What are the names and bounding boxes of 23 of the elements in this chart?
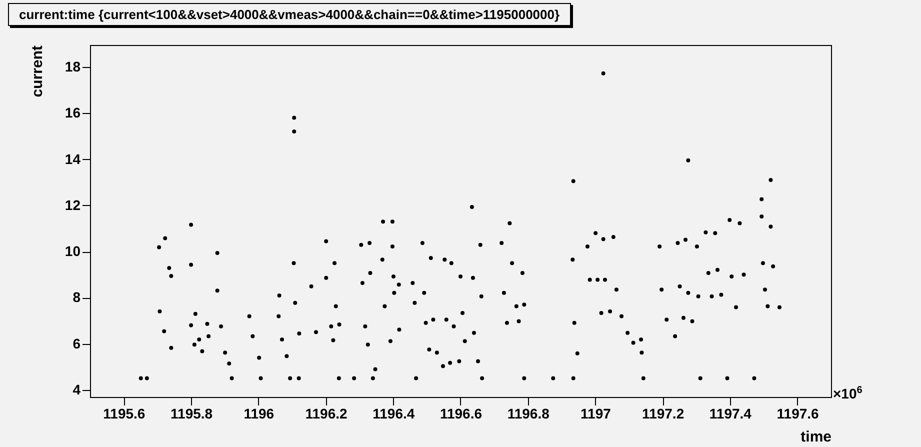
x-tick-label: 1196.2	[305, 406, 348, 422]
y-tick-label: 14	[64, 150, 81, 167]
y-tick-label: 12	[64, 196, 81, 213]
chart-title: current:time {current<100&&vset>4000&&vmeas>4000&&chain==0&&time>1195000000}	[8, 3, 571, 26]
y-tick-label: 16	[64, 104, 81, 121]
y-axis-title: current	[28, 46, 46, 98]
x-tick-label: 1196.4	[372, 406, 415, 422]
x-tick-label: 1195.8	[170, 406, 213, 422]
y-tick-label: 10	[64, 243, 81, 260]
x-tick-label: 1196	[244, 406, 274, 422]
x-tick-label: 1195.6	[103, 406, 146, 422]
x-tick-label: 1197.6	[776, 406, 820, 422]
x-tick-label: 1197.4	[709, 406, 752, 422]
y-tick-label: 6	[72, 335, 81, 352]
x-tick-label: 1197.2	[642, 406, 684, 422]
x-tick-label: 1196.8	[507, 406, 550, 422]
y-tick-label: 8	[72, 289, 81, 306]
x-axis-title: time	[800, 428, 832, 446]
x-tick-label: 1197	[580, 406, 612, 422]
x-tick-label: 1196.6	[440, 406, 482, 422]
text: ×10$^{6}$	[833, 385, 862, 402]
y-tick-label: 18	[64, 58, 81, 74]
y-tick-label: 4	[72, 382, 81, 398]
